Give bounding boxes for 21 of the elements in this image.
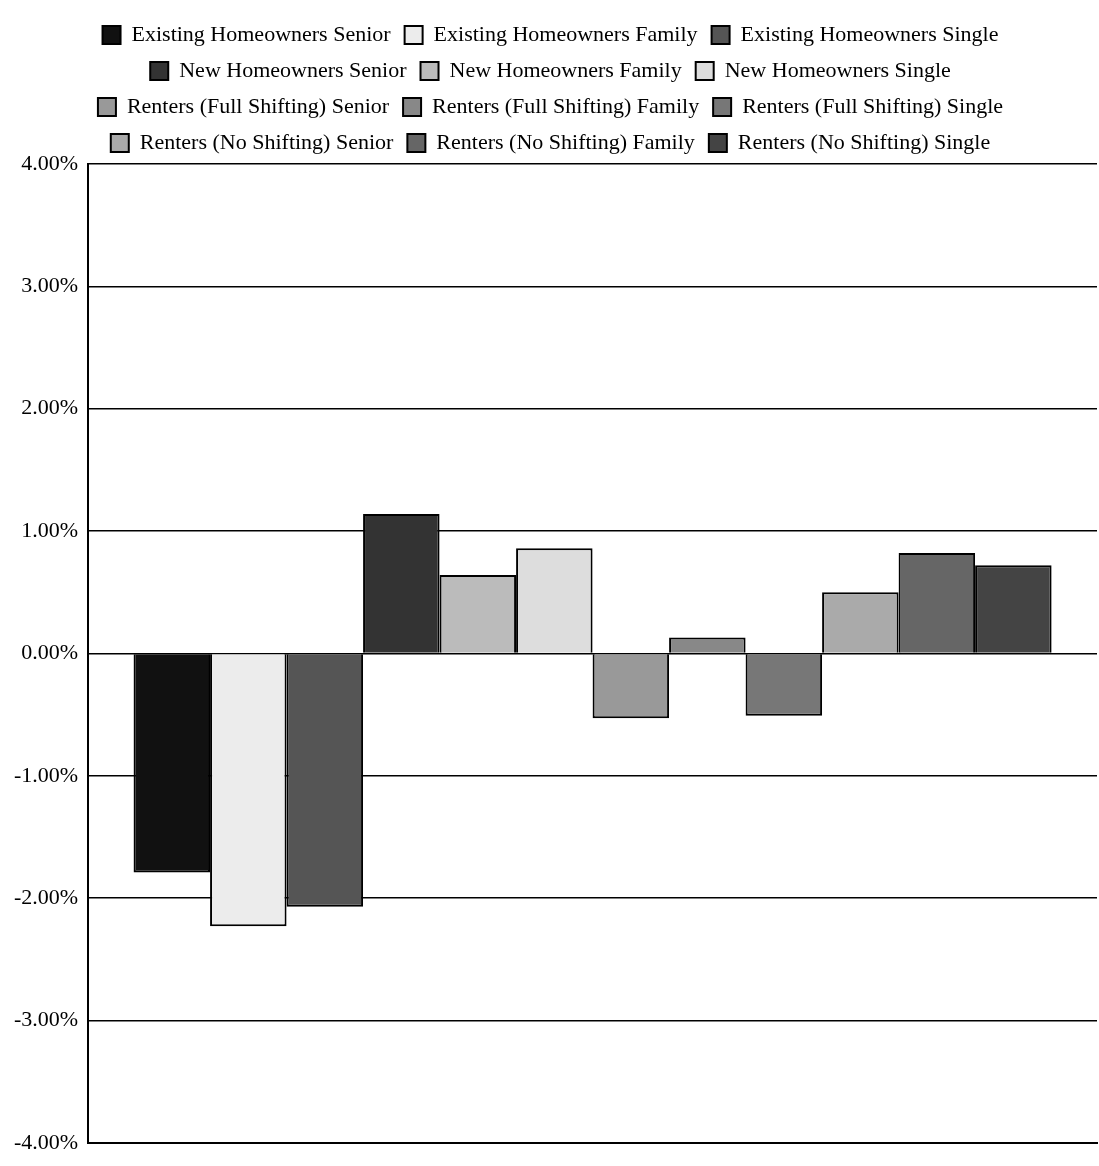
y-tick-label: -3.00% (14, 1006, 79, 1032)
legend-label: New Homeowners Single (724, 56, 951, 82)
y-tick-label: 0.00% (21, 639, 79, 665)
legend-label: Renters (No Shifting) Senior (139, 128, 395, 154)
legend-label: Renters (Full Shifting) Single (742, 92, 1004, 118)
legend-label: Renters (Full Shifting) Family (432, 92, 700, 118)
y-tick-label: -4.00% (14, 1128, 79, 1154)
legend-label: New Homeowners Senior (179, 56, 408, 82)
y-tick-label: 1.00% (21, 516, 79, 542)
legend-label: Existing Homeowners Single (740, 20, 999, 46)
legend-label: Renters (No Shifting) Family (436, 128, 695, 154)
legend-label: Existing Homeowners Senior (131, 20, 392, 46)
legend-label: New Homeowners Family (449, 56, 682, 82)
y-tick-label: 3.00% (21, 272, 79, 298)
y-tick-label: -2.00% (14, 883, 79, 909)
legend-label: Renters (No Shifting) Single (737, 128, 991, 154)
legend-label: Renters (Full Shifting) Senior (126, 92, 390, 118)
y-tick-label: 2.00% (21, 394, 79, 420)
legend-label: Existing Homeowners Family (433, 20, 698, 46)
y-tick-label: 4.00% (21, 149, 79, 175)
y-tick-label: -1.00% (14, 761, 79, 787)
